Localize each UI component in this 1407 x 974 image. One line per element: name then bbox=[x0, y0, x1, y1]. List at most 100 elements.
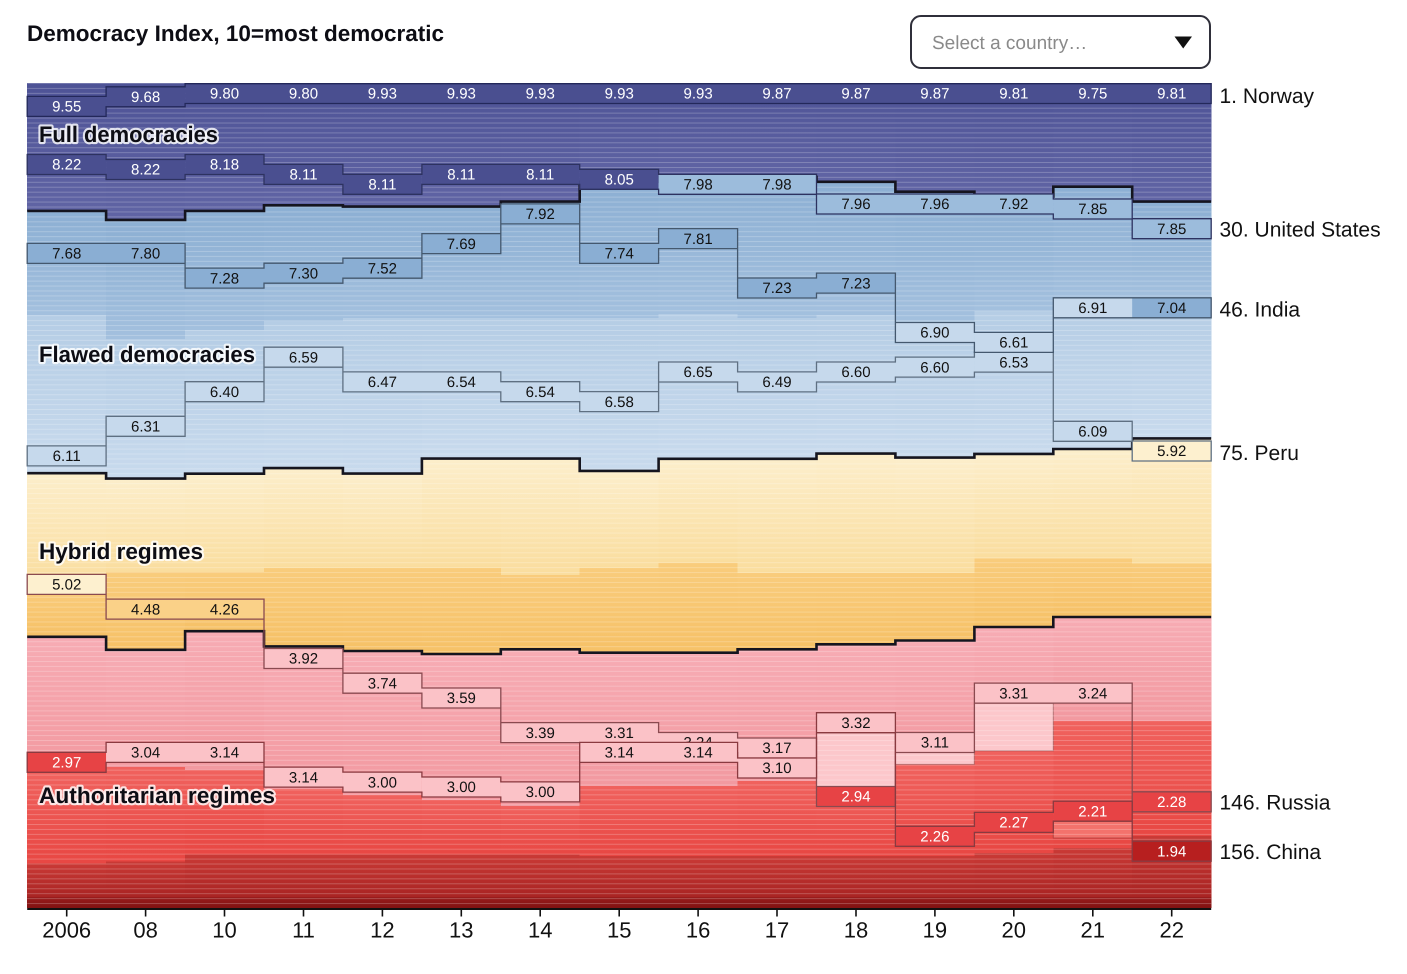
svg-text:Full democracies: Full democracies bbox=[39, 122, 218, 147]
svg-text:9.55: 9.55 bbox=[52, 99, 81, 116]
svg-text:6.60: 6.60 bbox=[841, 364, 870, 381]
svg-text:6.54: 6.54 bbox=[447, 374, 476, 391]
svg-text:2.97: 2.97 bbox=[52, 755, 81, 772]
svg-text:3.24: 3.24 bbox=[1078, 685, 1107, 702]
svg-text:7.81: 7.81 bbox=[683, 231, 712, 248]
svg-text:5.92: 5.92 bbox=[1157, 443, 1186, 460]
svg-text:3.74: 3.74 bbox=[368, 675, 397, 692]
svg-text:9.87: 9.87 bbox=[841, 86, 870, 103]
svg-text:75. Peru: 75. Peru bbox=[1220, 442, 1299, 465]
svg-text:7.30: 7.30 bbox=[289, 265, 318, 282]
svg-text:2.94: 2.94 bbox=[841, 789, 870, 806]
svg-text:7.69: 7.69 bbox=[447, 236, 476, 253]
svg-text:156. China: 156. China bbox=[1220, 841, 1322, 864]
svg-text:6.90: 6.90 bbox=[920, 325, 949, 342]
svg-text:1.94: 1.94 bbox=[1157, 843, 1186, 860]
svg-text:16: 16 bbox=[686, 918, 710, 943]
svg-text:Democracy Index, 10=most democ: Democracy Index, 10=most democratic bbox=[27, 21, 444, 46]
svg-text:9.87: 9.87 bbox=[920, 86, 949, 103]
svg-text:Flawed democracies: Flawed democracies bbox=[39, 342, 255, 367]
svg-text:7.28: 7.28 bbox=[210, 270, 239, 287]
svg-text:146. Russia: 146. Russia bbox=[1220, 791, 1331, 814]
svg-text:3.39: 3.39 bbox=[526, 725, 555, 742]
svg-text:3.10: 3.10 bbox=[762, 760, 791, 777]
svg-text:6.65: 6.65 bbox=[683, 364, 712, 381]
svg-text:Authoritarian regimes: Authoritarian regimes bbox=[39, 783, 275, 808]
svg-text:7.23: 7.23 bbox=[762, 280, 791, 297]
svg-text:7.23: 7.23 bbox=[841, 275, 870, 292]
svg-text:6.09: 6.09 bbox=[1078, 424, 1107, 441]
svg-text:7.85: 7.85 bbox=[1157, 221, 1186, 238]
svg-text:30. United States: 30. United States bbox=[1220, 218, 1381, 241]
svg-text:3.00: 3.00 bbox=[526, 784, 555, 801]
svg-text:13: 13 bbox=[449, 918, 473, 943]
svg-text:3.14: 3.14 bbox=[289, 769, 318, 786]
svg-text:7.96: 7.96 bbox=[841, 196, 870, 213]
svg-text:1. Norway: 1. Norway bbox=[1220, 85, 1315, 108]
svg-text:Hybrid regimes: Hybrid regimes bbox=[39, 539, 203, 564]
svg-text:6.40: 6.40 bbox=[210, 384, 239, 401]
svg-text:3.11: 3.11 bbox=[921, 735, 949, 752]
svg-text:9.93: 9.93 bbox=[447, 86, 476, 103]
svg-text:2.21: 2.21 bbox=[1078, 803, 1107, 820]
svg-text:3.14: 3.14 bbox=[683, 745, 712, 762]
svg-text:3.31: 3.31 bbox=[605, 725, 634, 742]
svg-text:19: 19 bbox=[923, 918, 947, 943]
svg-text:7.52: 7.52 bbox=[368, 260, 397, 277]
svg-text:8.11: 8.11 bbox=[289, 167, 317, 184]
svg-text:6.47: 6.47 bbox=[368, 374, 397, 391]
svg-text:3.00: 3.00 bbox=[447, 779, 476, 796]
svg-text:6.60: 6.60 bbox=[920, 359, 949, 376]
svg-text:9.87: 9.87 bbox=[762, 86, 791, 103]
svg-text:22: 22 bbox=[1159, 918, 1183, 943]
svg-text:9.93: 9.93 bbox=[605, 86, 634, 103]
svg-text:20: 20 bbox=[1002, 918, 1026, 943]
svg-text:10: 10 bbox=[212, 918, 236, 943]
svg-text:7.80: 7.80 bbox=[131, 246, 160, 263]
svg-text:6.31: 6.31 bbox=[131, 419, 160, 436]
svg-text:2.27: 2.27 bbox=[999, 815, 1028, 832]
svg-text:Select a country…: Select a country… bbox=[932, 33, 1087, 54]
svg-text:3.00: 3.00 bbox=[368, 774, 397, 791]
svg-text:6.61: 6.61 bbox=[999, 335, 1028, 352]
svg-text:17: 17 bbox=[765, 918, 789, 943]
svg-text:6.54: 6.54 bbox=[526, 384, 555, 401]
svg-text:6.59: 6.59 bbox=[289, 349, 318, 366]
svg-text:4.48: 4.48 bbox=[131, 601, 160, 618]
svg-text:3.31: 3.31 bbox=[999, 685, 1028, 702]
svg-text:6.53: 6.53 bbox=[999, 354, 1028, 371]
svg-text:7.98: 7.98 bbox=[762, 177, 791, 194]
svg-text:2.28: 2.28 bbox=[1157, 794, 1186, 811]
svg-text:12: 12 bbox=[370, 918, 394, 943]
svg-text:3.14: 3.14 bbox=[210, 745, 239, 762]
svg-text:3.17: 3.17 bbox=[762, 740, 791, 757]
svg-text:7.92: 7.92 bbox=[526, 206, 555, 223]
svg-text:3.59: 3.59 bbox=[447, 690, 476, 707]
svg-text:8.11: 8.11 bbox=[368, 177, 396, 194]
svg-text:7.68: 7.68 bbox=[52, 246, 81, 263]
svg-text:9.93: 9.93 bbox=[683, 86, 712, 103]
svg-text:2.26: 2.26 bbox=[920, 829, 949, 846]
svg-text:6.11: 6.11 bbox=[53, 448, 81, 465]
svg-text:7.98: 7.98 bbox=[683, 177, 712, 194]
svg-text:3.14: 3.14 bbox=[605, 745, 634, 762]
svg-text:14: 14 bbox=[528, 918, 552, 943]
svg-text:7.74: 7.74 bbox=[605, 246, 634, 263]
svg-text:3.92: 3.92 bbox=[289, 651, 318, 668]
svg-text:6.49: 6.49 bbox=[762, 374, 791, 391]
svg-text:11: 11 bbox=[292, 918, 315, 943]
svg-text:5.02: 5.02 bbox=[52, 577, 81, 594]
svg-text:9.80: 9.80 bbox=[289, 86, 318, 103]
svg-text:8.11: 8.11 bbox=[447, 167, 475, 184]
svg-text:9.68: 9.68 bbox=[131, 89, 160, 106]
svg-text:21: 21 bbox=[1081, 918, 1105, 943]
svg-text:9.81: 9.81 bbox=[999, 86, 1028, 103]
svg-text:9.81: 9.81 bbox=[1157, 86, 1186, 103]
svg-text:7.92: 7.92 bbox=[999, 196, 1028, 213]
svg-text:8.22: 8.22 bbox=[131, 162, 160, 179]
svg-text:9.93: 9.93 bbox=[526, 86, 555, 103]
svg-text:2006: 2006 bbox=[42, 918, 91, 943]
svg-text:4.26: 4.26 bbox=[210, 601, 239, 618]
svg-text:7.04: 7.04 bbox=[1157, 300, 1186, 317]
svg-text:9.80: 9.80 bbox=[210, 86, 239, 103]
